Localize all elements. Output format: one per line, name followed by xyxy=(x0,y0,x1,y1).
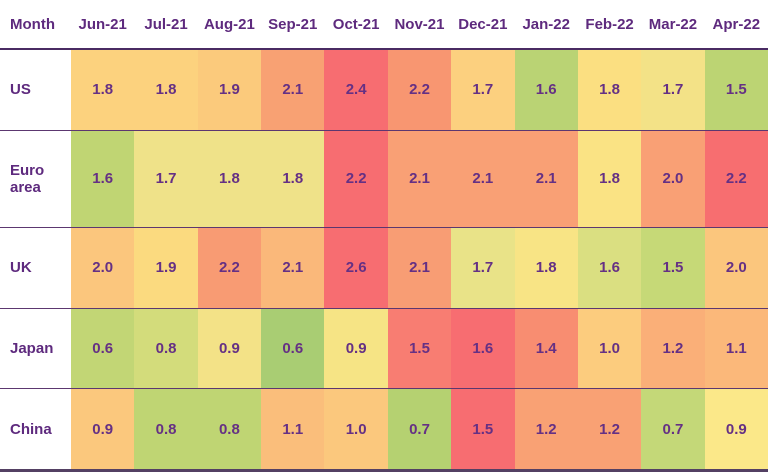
column-header-jan-22: Jan-22 xyxy=(522,15,570,33)
month-header-label: Month xyxy=(0,0,71,48)
heatmap-cell-euro-sep-21: 1.8 xyxy=(261,130,325,228)
heatmap-cell-euro-oct-21: 2.2 xyxy=(324,130,388,228)
heatmap-cell-us-oct-21: 2.4 xyxy=(324,50,388,130)
heatmap-cell-japan-apr-22: 1.1 xyxy=(704,308,768,389)
heatmap-cell-uk-nov-21: 2.1 xyxy=(387,228,452,308)
heatmap-cell-china-aug-21: 0.8 xyxy=(197,389,262,469)
column-header-dec-21: Dec-21 xyxy=(458,15,508,33)
heatmap-cell-china-nov-21: 0.7 xyxy=(387,389,452,469)
heatmap-cell-euro-jun-21: 1.6 xyxy=(71,130,135,228)
heatmap-cell-uk-sep-21: 2.1 xyxy=(261,228,325,308)
heatmap-row-uk: UK 2.0 1.9 2.2 2.1 2.6 2.1 1.7 1.8 1.6 1… xyxy=(0,228,768,309)
heatmap-cell-euro-nov-21: 2.1 xyxy=(387,130,452,228)
heatmap-cell-uk-feb-22: 1.6 xyxy=(577,228,642,308)
column-header-jul-21: Jul-21 xyxy=(144,15,188,33)
heatmap-cell-uk-jan-22: 1.8 xyxy=(514,228,578,308)
heatmap-cell-china-dec-21: 1.5 xyxy=(451,389,515,469)
heatmap-cell-china-feb-22: 1.2 xyxy=(577,389,642,469)
heatmap-cell-japan-jul-21: 0.8 xyxy=(134,308,198,389)
heatmap-cell-us-nov-21: 2.2 xyxy=(387,50,452,130)
heatmap-cell-china-jul-21: 0.8 xyxy=(134,389,198,469)
heatmap-cell-japan-feb-22: 1.0 xyxy=(577,308,642,389)
heatmap-cell-japan-oct-21: 0.9 xyxy=(324,308,388,389)
heatmap-row-china: China 0.9 0.8 0.8 1.1 1.0 0.7 1.5 1.2 1.… xyxy=(0,389,768,469)
heatmap-cell-china-jan-22: 1.2 xyxy=(514,389,578,469)
heatmap-cell-china-apr-22: 0.9 xyxy=(704,389,768,469)
heatmap-cell-euro-aug-21: 1.8 xyxy=(197,130,262,228)
heatmap-cell-china-oct-21: 1.0 xyxy=(324,389,388,469)
column-header-oct-21: Oct-21 xyxy=(332,15,380,33)
row-label-us: US xyxy=(0,50,71,130)
column-header-aug-21: Aug-21 xyxy=(203,15,255,33)
heatmap-cell-uk-jun-21: 2.0 xyxy=(71,228,135,308)
heatmap-cell-japan-dec-21: 1.6 xyxy=(451,308,515,389)
column-header-nov-21: Nov-21 xyxy=(394,15,445,33)
heatmap-cell-us-jan-22: 1.6 xyxy=(514,50,578,130)
column-header-feb-22: Feb-22 xyxy=(585,15,634,33)
heatmap-cell-us-jun-21: 1.8 xyxy=(71,50,135,130)
heatmap-cell-uk-apr-22: 2.0 xyxy=(704,228,768,308)
heatmap-row-euro-area: Euro area 1.6 1.7 1.8 1.8 2.2 2.1 2.1 2.… xyxy=(0,130,768,229)
heatmap-cell-uk-mar-22: 1.5 xyxy=(641,228,705,308)
heatmap-cell-euro-jul-21: 1.7 xyxy=(134,130,198,228)
column-header-mar-22: Mar-22 xyxy=(648,15,698,33)
heatmap-cell-us-feb-22: 1.8 xyxy=(577,50,642,130)
heatmap-cell-japan-mar-22: 1.2 xyxy=(641,308,705,389)
heatmap-cell-uk-dec-21: 1.7 xyxy=(451,228,515,308)
heatmap-cell-china-sep-21: 1.1 xyxy=(261,389,325,469)
column-header-apr-22: Apr-22 xyxy=(712,15,761,33)
heatmap-cell-us-jul-21: 1.8 xyxy=(134,50,198,130)
heatmap-cell-euro-mar-22: 2.0 xyxy=(641,130,705,228)
header-row: Month Jun-21 Jul-21 Aug-21 Sep-21 Oct-21… xyxy=(0,0,768,50)
bottom-bar xyxy=(0,468,768,472)
heatmap-cell-euro-apr-22: 2.2 xyxy=(704,130,768,228)
heatmap-row-japan: Japan 0.6 0.8 0.9 0.6 0.9 1.5 1.6 1.4 1.… xyxy=(0,308,768,390)
column-header-jun-21: Jun-21 xyxy=(78,15,127,33)
column-header-sep-21: Sep-21 xyxy=(268,15,318,33)
heatmap-cell-uk-oct-21: 2.6 xyxy=(324,228,388,308)
heatmap-cell-us-mar-22: 1.7 xyxy=(641,50,705,130)
heatmap-cell-japan-aug-21: 0.9 xyxy=(197,308,262,389)
heatmap-cell-japan-jan-22: 1.4 xyxy=(514,308,578,389)
heatmap-cell-japan-sep-21: 0.6 xyxy=(261,308,325,389)
row-label-japan: Japan xyxy=(0,308,71,389)
heatmap-cell-uk-jul-21: 1.9 xyxy=(134,228,198,308)
heatmap-cell-us-aug-21: 1.9 xyxy=(197,50,262,130)
heatmap-cell-euro-dec-21: 2.1 xyxy=(451,130,515,228)
heatmap-cell-uk-aug-21: 2.2 xyxy=(197,228,262,308)
row-label-china: China xyxy=(0,389,71,469)
heatmap-cell-us-sep-21: 2.1 xyxy=(261,50,325,130)
heatmap-cell-japan-jun-21: 0.6 xyxy=(71,308,135,389)
heatmap-cell-us-dec-21: 1.7 xyxy=(451,50,515,130)
heatmap-cell-japan-nov-21: 1.5 xyxy=(387,308,452,389)
row-label-euro-area: Euro area xyxy=(0,130,71,228)
heatmap-cell-us-apr-22: 1.5 xyxy=(704,50,768,130)
heatmap-row-us: US 1.8 1.8 1.9 2.1 2.4 2.2 1.7 1.6 1.8 1… xyxy=(0,50,768,131)
heatmap-cell-china-mar-22: 0.7 xyxy=(641,389,705,469)
row-label-uk: UK xyxy=(0,228,71,308)
heatmap-cell-euro-jan-22: 2.1 xyxy=(514,130,578,228)
heatmap-cell-euro-feb-22: 1.8 xyxy=(577,130,642,228)
heatmap-cell-china-jun-21: 0.9 xyxy=(71,389,135,469)
